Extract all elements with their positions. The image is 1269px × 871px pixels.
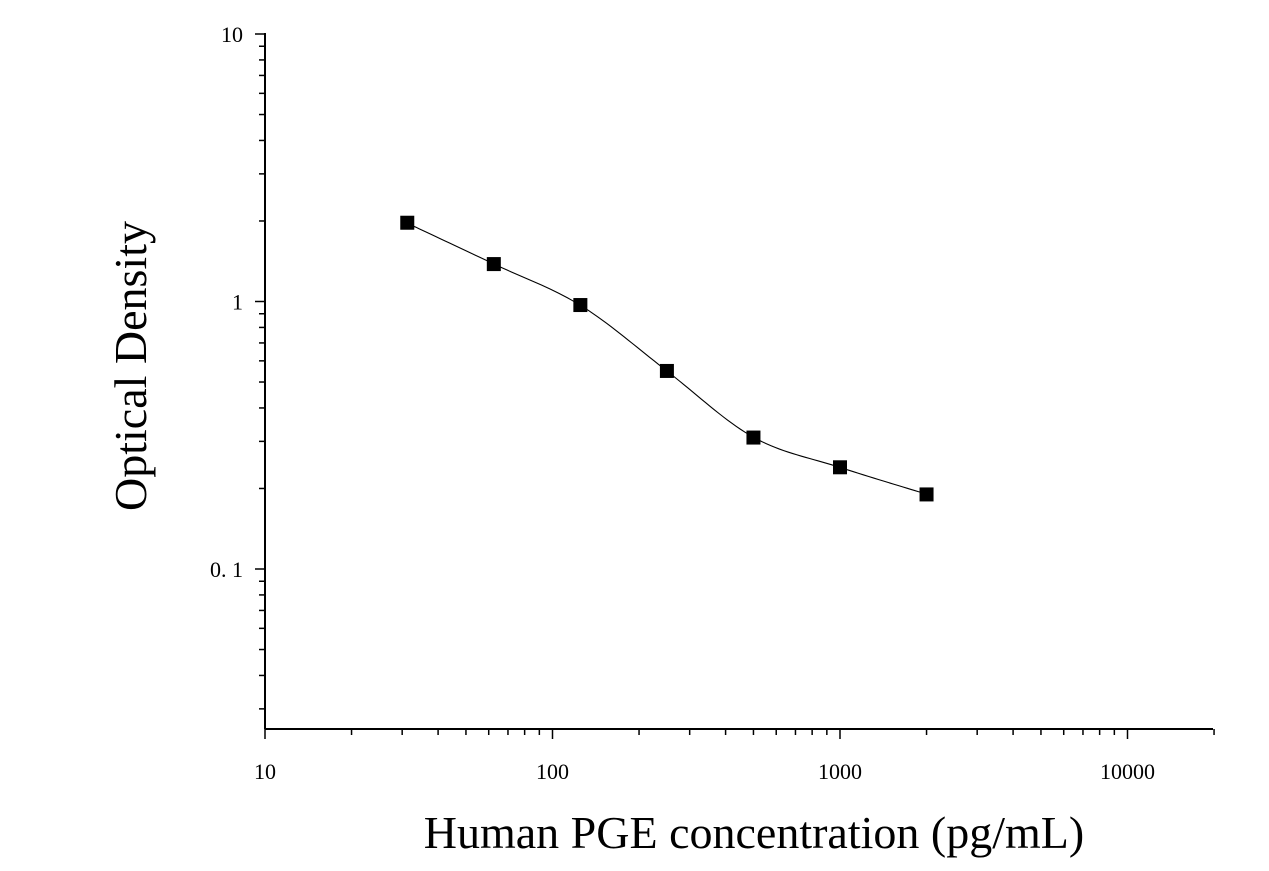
data-point bbox=[746, 430, 761, 445]
y-axis-title: Optical Density bbox=[105, 221, 156, 511]
fit-curve bbox=[406, 222, 927, 495]
data-point bbox=[833, 460, 847, 475]
data-points bbox=[400, 215, 934, 502]
data-point bbox=[400, 215, 415, 230]
x-tick-label: 10 bbox=[254, 759, 276, 784]
x-axis-title: Human PGE concentration (pg/mL) bbox=[424, 807, 1084, 858]
x-tick-label: 1000 bbox=[818, 759, 862, 784]
tick-labels: 10 100 1000 10000 0. 1 1 10 bbox=[210, 22, 1155, 784]
y-tick-label: 0. 1 bbox=[210, 557, 243, 582]
data-point bbox=[486, 257, 501, 272]
y-tick-label: 1 bbox=[232, 290, 243, 315]
axes bbox=[255, 33, 1215, 739]
y-tick-label: 10 bbox=[221, 22, 243, 47]
data-point bbox=[919, 487, 934, 502]
data-point bbox=[573, 298, 588, 313]
data-point bbox=[659, 363, 674, 378]
x-tick-label: 10000 bbox=[1100, 759, 1155, 784]
x-tick-label: 100 bbox=[536, 759, 569, 784]
